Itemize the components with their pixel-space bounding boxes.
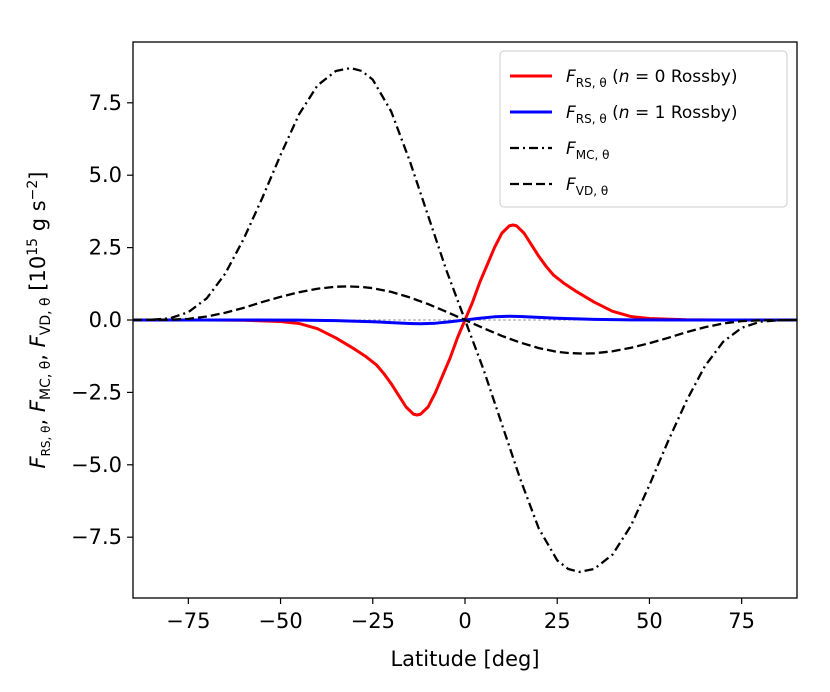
svg-text:FRS, θ, FMC, θ, FVD, θ [1015 g: FRS, θ, FMC, θ, FVD, θ [1015 g s−2] xyxy=(25,172,54,469)
x-tick-label: 0 xyxy=(458,609,471,633)
legend-label: FMC, θ xyxy=(566,139,609,162)
y-axis-label: FRS, θ, FMC, θ, FVD, θ [1015 g s−2] xyxy=(25,172,54,469)
legend-label: FVD, θ xyxy=(566,175,608,198)
legend-label: FRS, θ (n = 0 Rossby) xyxy=(566,67,737,90)
y-tick-label: −5.0 xyxy=(71,453,122,477)
x-tick-label: −50 xyxy=(258,609,302,633)
x-tick-label: 25 xyxy=(544,609,571,633)
legend-entry: FRS, θ (n = 1 Rossby) xyxy=(510,103,737,126)
legend-entry: FVD, θ xyxy=(510,175,608,198)
y-tick-label: 5.0 xyxy=(89,163,122,187)
legend-label: FRS, θ (n = 1 Rossby) xyxy=(566,103,737,126)
x-tick-label: −75 xyxy=(166,609,210,633)
x-tick-label: 75 xyxy=(728,609,755,633)
x-axis-label: Latitude [deg] xyxy=(390,647,539,671)
x-axis: −75 −50 −25 0 25 50 75 xyxy=(166,598,755,633)
x-tick-label: −25 xyxy=(351,609,395,633)
y-tick-label: 2.5 xyxy=(89,236,122,260)
series-line-vd xyxy=(133,285,797,355)
y-tick-label: −7.5 xyxy=(71,525,122,549)
x-tick-label: 50 xyxy=(636,609,663,633)
y-tick-label: 0.0 xyxy=(89,308,122,332)
y-axis: 7.5 5.0 2.5 0.0 −2.5 −5.0 −7.5 xyxy=(71,91,133,549)
legend-entry: FMC, θ xyxy=(510,139,609,162)
legend: FRS, θ (n = 0 Rossby) FRS, θ (n = 1 Rossb… xyxy=(499,50,788,208)
y-tick-label: 7.5 xyxy=(89,91,122,115)
y-tick-label: −2.5 xyxy=(71,380,122,404)
legend-box xyxy=(499,50,788,208)
legend-entry: FRS, θ (n = 0 Rossby) xyxy=(510,67,737,90)
